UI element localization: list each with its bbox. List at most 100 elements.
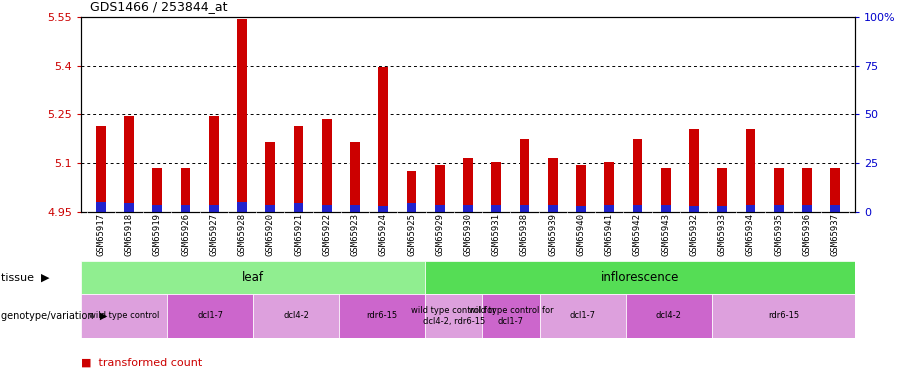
Text: GSM65934: GSM65934 [746, 213, 755, 256]
Bar [95, 126, 105, 212]
Text: wild type control: wild type control [89, 311, 159, 320]
Text: GDS1466 / 253844_at: GDS1466 / 253844_at [90, 0, 228, 13]
Text: dcl4-2: dcl4-2 [284, 311, 309, 320]
Text: inflorescence: inflorescence [601, 271, 680, 284]
Bar [322, 119, 332, 212]
Bar [491, 206, 501, 212]
Bar [293, 126, 303, 212]
Bar [95, 202, 105, 212]
Text: GSM65923: GSM65923 [350, 213, 359, 256]
Bar [831, 168, 841, 212]
Bar [181, 168, 191, 212]
Bar [689, 206, 699, 212]
Bar [407, 203, 417, 212]
Bar [626, 294, 712, 338]
Text: GSM65937: GSM65937 [831, 213, 840, 256]
Bar [717, 168, 727, 212]
Bar [253, 294, 339, 338]
Bar [745, 129, 755, 212]
Text: GSM65939: GSM65939 [548, 213, 557, 256]
Text: GSM65941: GSM65941 [605, 213, 614, 256]
Text: dcl1-7: dcl1-7 [197, 311, 223, 320]
Text: rdr6-15: rdr6-15 [768, 311, 799, 320]
Bar [604, 162, 614, 212]
Bar [293, 203, 303, 212]
Bar [661, 206, 670, 212]
Bar [124, 116, 134, 212]
Text: genotype/variation  ▶: genotype/variation ▶ [1, 311, 107, 321]
Bar [548, 158, 558, 212]
Text: GSM65933: GSM65933 [717, 213, 726, 256]
Bar [425, 261, 855, 294]
Text: GSM65922: GSM65922 [322, 213, 331, 256]
Bar [435, 165, 445, 212]
Text: GSM65921: GSM65921 [294, 213, 303, 256]
Bar [407, 171, 417, 212]
Text: rdr6-15: rdr6-15 [366, 311, 398, 320]
Text: dcl4-2: dcl4-2 [656, 311, 681, 320]
Bar [237, 18, 247, 212]
Bar [152, 168, 162, 212]
Text: GSM65920: GSM65920 [266, 213, 274, 256]
Bar [81, 261, 425, 294]
Bar [464, 206, 472, 212]
Text: GSM65940: GSM65940 [577, 213, 586, 256]
Text: wild type control for
dcl1-7: wild type control for dcl1-7 [469, 306, 554, 326]
Bar [378, 206, 388, 212]
Bar [435, 205, 445, 212]
Text: GSM65931: GSM65931 [491, 213, 500, 256]
Bar [831, 206, 841, 212]
Bar [717, 206, 727, 212]
Bar [576, 165, 586, 212]
Bar [425, 294, 482, 338]
Text: GSM65927: GSM65927 [210, 213, 219, 256]
Bar [802, 168, 812, 212]
Bar [209, 205, 219, 212]
Bar [633, 205, 643, 212]
Bar [322, 205, 332, 212]
Text: GSM65918: GSM65918 [124, 213, 133, 256]
Bar [604, 205, 614, 212]
Text: GSM65924: GSM65924 [379, 213, 388, 256]
Bar [689, 129, 699, 212]
Text: leaf: leaf [242, 271, 264, 284]
Bar [548, 206, 558, 212]
Text: GSM65928: GSM65928 [238, 213, 247, 256]
Text: GSM65919: GSM65919 [153, 213, 162, 256]
Text: GSM65925: GSM65925 [407, 213, 416, 256]
Bar [802, 206, 812, 212]
Bar [266, 205, 275, 212]
Bar [464, 158, 472, 212]
Text: GSM65942: GSM65942 [633, 213, 642, 256]
Bar [633, 139, 643, 212]
Text: tissue  ▶: tissue ▶ [1, 273, 50, 282]
Bar [181, 205, 191, 212]
Bar [745, 206, 755, 212]
Bar [209, 116, 219, 212]
Text: ■  transformed count: ■ transformed count [81, 357, 202, 368]
Text: GSM65930: GSM65930 [464, 213, 472, 256]
Bar [124, 203, 134, 212]
Text: dcl1-7: dcl1-7 [570, 311, 596, 320]
Bar [339, 294, 425, 338]
Bar [774, 206, 784, 212]
Text: GSM65932: GSM65932 [689, 213, 698, 256]
Text: GSM65929: GSM65929 [436, 213, 445, 256]
Bar [350, 142, 360, 212]
Bar [266, 142, 275, 212]
Bar [519, 206, 529, 212]
Bar [491, 162, 501, 212]
Text: wild type control for
dcl4-2, rdr6-15: wild type control for dcl4-2, rdr6-15 [411, 306, 496, 326]
Bar [712, 294, 855, 338]
Bar [237, 202, 247, 212]
Bar [482, 294, 540, 338]
Bar [576, 206, 586, 212]
Bar [167, 294, 253, 338]
Bar [378, 67, 388, 212]
Text: GSM65926: GSM65926 [181, 213, 190, 256]
Bar [519, 139, 529, 212]
Bar [81, 294, 167, 338]
Bar [774, 168, 784, 212]
Bar [661, 168, 670, 212]
Text: GSM65943: GSM65943 [662, 213, 670, 256]
